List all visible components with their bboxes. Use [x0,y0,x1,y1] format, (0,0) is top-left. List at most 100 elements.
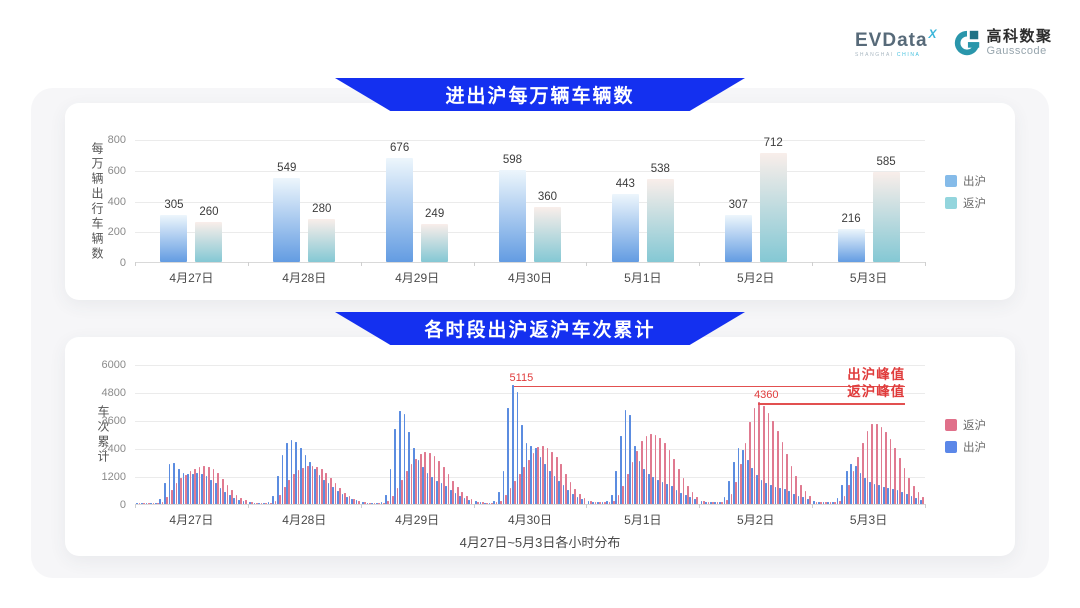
hour-bar-返沪 [240,497,243,504]
hour-bar-返沪 [866,431,869,504]
hour-bar-返沪 [504,494,507,504]
hour-bar-出沪 [253,502,256,504]
y-axis-tick-label: 600 [107,164,126,177]
hour-bar-出沪 [887,487,890,504]
hour-bar-出沪 [544,464,546,504]
hour-bar-返沪 [157,502,159,504]
hour-bar-出沪 [769,484,772,504]
hour-bar-返沪 [438,460,441,504]
hour-bar-返沪 [251,502,254,504]
x-axis-category-label: 4月29日 [395,271,440,285]
hour-bar-出沪 [882,486,885,504]
hour-bar-出沪 [459,495,461,504]
hour-bar-出沪 [705,501,707,504]
gridline [135,477,925,478]
hour-bar-返沪 [838,500,841,504]
hourly-chart-title-banner: 各时段出沪返沪车次累计 [335,312,745,345]
hour-bar-出沪 [845,471,848,504]
hour-bar-返沪 [378,502,380,504]
hour-bar-返沪 [203,465,206,504]
hour-bar-出沪 [173,462,175,504]
hour-bar-出沪 [652,477,655,504]
peak-value-label: 5115 [509,371,534,384]
x-axis-tick-mark [925,504,926,508]
hour-bar-返沪 [622,485,625,504]
bar-出沪 [498,170,526,262]
hour-bar-返沪 [565,473,567,504]
legend-item-返沪[interactable]: 返沪 [945,417,986,433]
hour-bar-返沪 [147,503,150,504]
hour-bar-返沪 [546,448,549,504]
hour-bar-出沪 [362,501,364,504]
hour-bar-返沪 [311,465,314,504]
bar-value-label: 305 [164,199,184,212]
hour-bar-返沪 [302,467,305,504]
bar-group-4月27日: 305 260 [135,140,248,262]
x-axis-tick-mark [473,504,475,508]
hour-bar-返沪 [481,502,484,504]
hour-bar-出沪 [498,492,500,504]
hour-bar-出沪 [224,491,226,504]
hour-bar-出沪 [615,471,618,504]
hour-bar-返沪 [677,468,680,504]
hour-bar-返沪 [640,441,643,504]
gridline [135,365,925,366]
hour-bar-返沪 [583,497,586,504]
hour-bar-返沪 [673,459,675,504]
hour-bar-返沪 [654,434,657,504]
hour-bar-返沪 [143,502,145,504]
x-axis-tick-mark [812,262,814,266]
hour-bar-出沪 [700,500,703,504]
hour-bar-返沪 [800,484,802,504]
hour-bar-出沪 [779,487,781,504]
hour-bar-出沪 [389,469,392,504]
hour-bar-出沪 [737,448,740,504]
hour-bar-出沪 [620,436,622,504]
hour-bar-返沪 [387,501,390,504]
legend-swatch [945,197,957,209]
hour-bar-返沪 [763,406,765,504]
hour-bar-出沪 [723,497,726,504]
hour-bar-出沪 [436,480,438,504]
x-axis-tick-mark [135,262,136,266]
hour-bar-出沪 [592,501,595,504]
bar-value-label: 216 [841,212,861,225]
hour-bar-出沪 [714,502,717,504]
hour-bar-返沪 [744,443,747,504]
x-axis-category-label: 5月1日 [624,513,662,527]
hour-bar-返沪 [138,502,141,504]
hour-bar-出沪 [164,483,166,504]
hour-bar-返沪 [348,496,351,504]
hour-bar-返沪 [231,490,233,504]
hour-bar-出沪 [864,477,867,504]
hour-bar-返沪 [659,438,662,504]
hour-bar-返沪 [551,451,553,504]
hour-bar-出沪 [831,501,834,504]
hour-bar-返沪 [396,487,399,504]
hour-bar-出沪 [210,479,212,504]
legend-swatch [945,419,957,431]
hour-bar-出沪 [440,483,443,504]
hour-bar-出沪 [309,462,311,504]
hour-bar-返沪 [829,502,832,504]
legend-item-出沪[interactable]: 出沪 [945,439,986,455]
hour-bar-返沪 [631,462,634,504]
bar-group-5月2日: 307 712 [699,137,812,262]
hour-bar-出沪 [468,499,471,504]
hour-bar-返沪 [645,436,648,504]
hour-bar-返沪 [466,496,468,504]
legend-item-返沪[interactable]: 返沪 [945,195,986,211]
legend-item-出沪[interactable]: 出沪 [945,173,986,189]
charts-panel: 进出沪每万辆车辆数 每万辆出行车辆数 0 200 400 600 800 4月27日 4月2… [31,78,1049,578]
gridline [135,140,925,141]
hour-bar-返沪 [627,474,629,504]
hour-bar-出沪 [493,500,496,504]
hour-bar-返沪 [599,502,601,504]
hour-bar-出沪 [422,466,424,504]
hour-bar-出沪 [449,489,452,504]
hour-bar-返沪 [528,459,530,504]
hourly-chart-x-axis-title: 4月27日~5月3日各小时分布 [459,535,621,550]
gridline [135,201,925,203]
hour-bar-返沪 [880,427,883,504]
hour-bar-出沪 [337,490,339,504]
